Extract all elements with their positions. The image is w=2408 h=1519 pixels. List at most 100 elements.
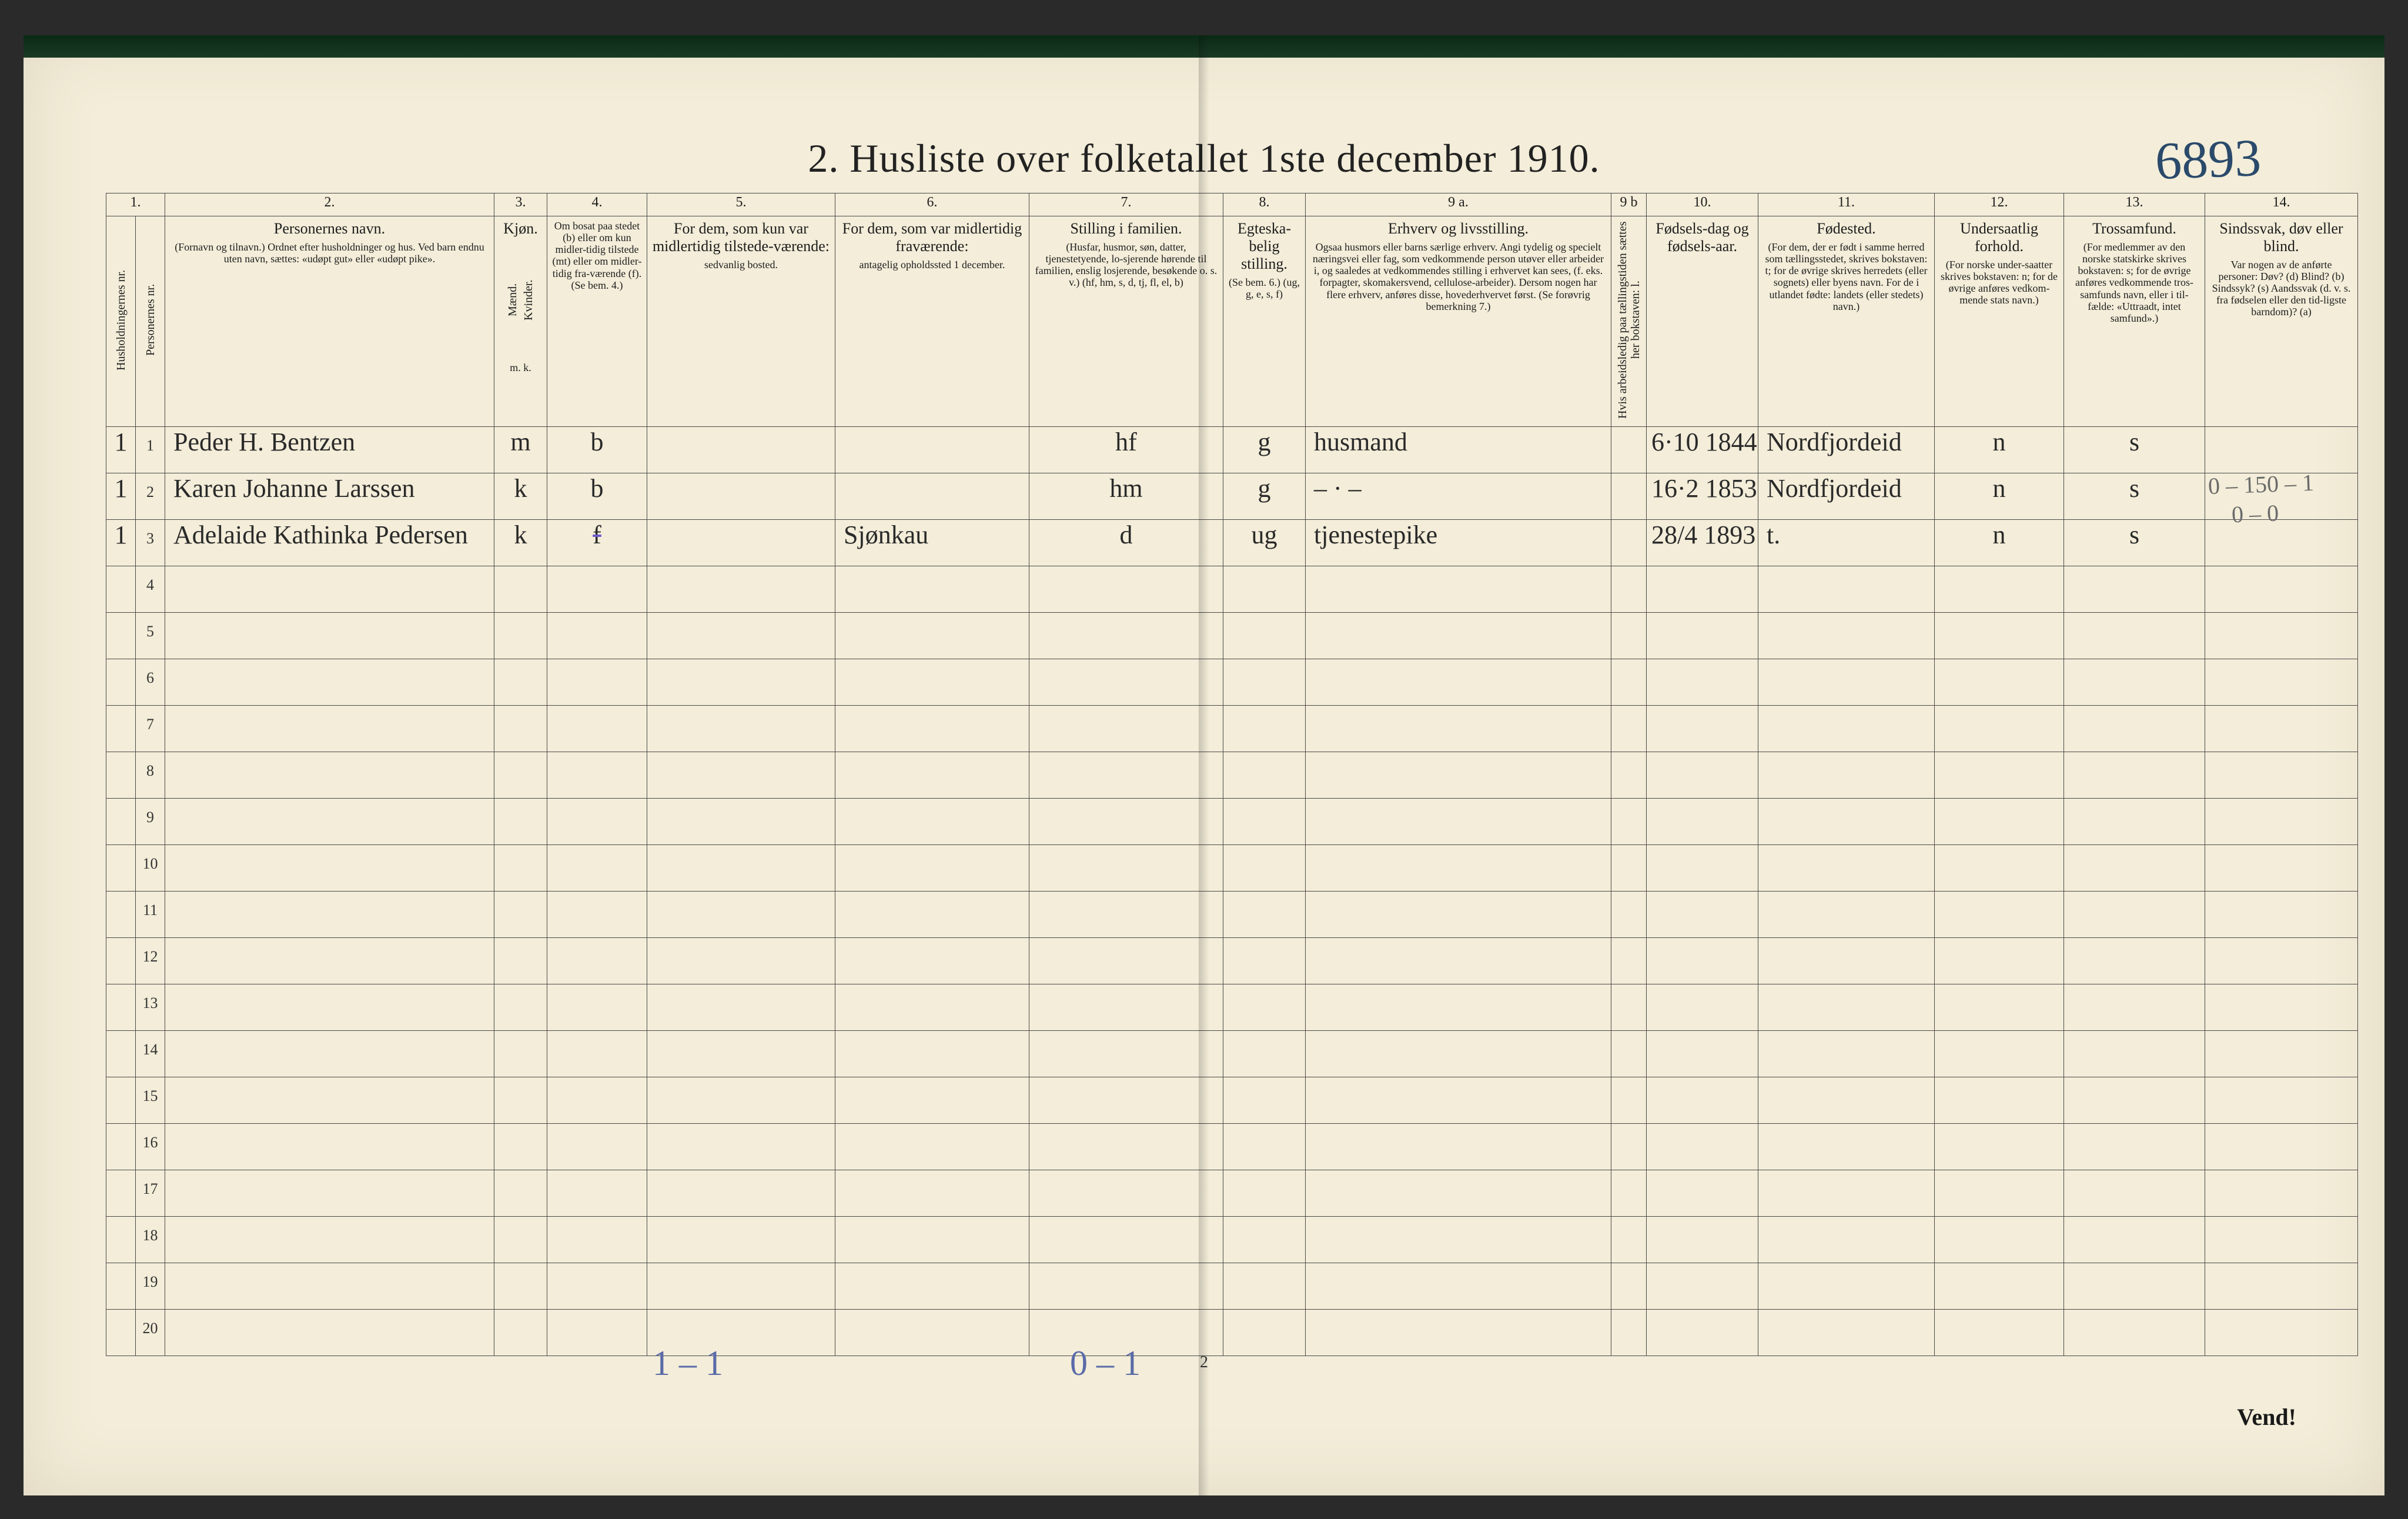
cell-person-no: 6 (136, 659, 165, 706)
colnum-9a: 9 a. (1306, 193, 1611, 216)
page-title: 2. Husliste over folketallet 1ste decemb… (24, 135, 2384, 182)
cell-residence (547, 659, 647, 706)
head-sex: Kjøn. Mænd. Kvinder. m. k. (494, 216, 547, 427)
colnum-7: 7. (1029, 193, 1223, 216)
cell-faith (2064, 984, 2205, 1031)
cell-sex (494, 1077, 547, 1124)
cell-marital (1223, 1217, 1306, 1263)
cell-temp-present (647, 706, 835, 752)
cell-birthdate (1647, 752, 1758, 799)
cell-family-role (1029, 1124, 1223, 1170)
cell-sex (494, 845, 547, 892)
cell-nationality (1935, 566, 2064, 613)
head-nationality: Undersaatlig forhold. (For norske under-… (1935, 216, 2064, 427)
cell-name (165, 1077, 494, 1124)
cell-nationality (1935, 1170, 2064, 1217)
cell-birthdate (1647, 1170, 1758, 1217)
cell-name (165, 613, 494, 659)
cell-temp-absent (835, 473, 1029, 520)
cell-person-no: 13 (136, 984, 165, 1031)
cell-birthplace (1758, 1310, 1935, 1356)
cell-disability (2205, 613, 2358, 659)
cell-person-no: 19 (136, 1263, 165, 1310)
cell-temp-absent (835, 1124, 1029, 1170)
cell-nationality (1935, 1124, 2064, 1170)
cell-disability (2205, 1077, 2358, 1124)
cell-disability (2205, 566, 2358, 613)
cell-nationality: n (1935, 473, 2064, 520)
cell-occupation (1306, 938, 1611, 984)
cell-person-no: 16 (136, 1124, 165, 1170)
cell-family-role (1029, 613, 1223, 659)
cell-family-role (1029, 845, 1223, 892)
cell-nationality (1935, 752, 2064, 799)
cell-name (165, 892, 494, 938)
cell-sex (494, 799, 547, 845)
cell-name (165, 1031, 494, 1077)
cell-birthdate (1647, 1217, 1758, 1263)
cell-disability (2205, 938, 2358, 984)
cell-birthdate (1647, 706, 1758, 752)
head-unemployed: Hvis arbeidsledig paa tællingstiden sætt… (1611, 216, 1647, 427)
cell-unemployed (1611, 659, 1647, 706)
cell-faith (2064, 799, 2205, 845)
cell-sex: m (494, 427, 547, 473)
cell-household-no (106, 659, 136, 706)
cell-nationality (1935, 1263, 2064, 1310)
cell-unemployed (1611, 1263, 1647, 1310)
cell-residence: f (547, 520, 647, 566)
cell-faith (2064, 706, 2205, 752)
cell-occupation (1306, 892, 1611, 938)
cell-name (165, 1310, 494, 1356)
turn-over-label: Vend! (2237, 1403, 2296, 1431)
cell-nationality: n (1935, 520, 2064, 566)
table-row: 11 (106, 892, 2358, 938)
head-temp-present: For dem, som kun var midlertidig tilsted… (647, 216, 835, 427)
colnum-14: 14. (2205, 193, 2358, 216)
cell-family-role (1029, 1217, 1223, 1263)
cell-temp-present (647, 892, 835, 938)
cell-birthdate (1647, 1124, 1758, 1170)
cell-disability (2205, 1124, 2358, 1170)
table-row: 6 (106, 659, 2358, 706)
cell-temp-present (647, 752, 835, 799)
cell-faith (2064, 566, 2205, 613)
cell-disability (2205, 1170, 2358, 1217)
cell-occupation (1306, 1124, 1611, 1170)
printed-page-number: 2 (1200, 1353, 1208, 1372)
binding-top-edge (24, 35, 2384, 58)
table-header: 1. 2. 3. 4. 5. 6. 7. 8. 9 a. 9 b 10. 11.… (106, 193, 2358, 427)
cell-temp-present (647, 799, 835, 845)
cell-disability (2205, 892, 2358, 938)
cell-birthplace (1758, 799, 1935, 845)
table-row: 5 (106, 613, 2358, 659)
cell-disability (2205, 984, 2358, 1031)
cell-person-no: 8 (136, 752, 165, 799)
cell-temp-present (647, 427, 835, 473)
cell-residence: b (547, 427, 647, 473)
cell-name (165, 984, 494, 1031)
cell-faith (2064, 938, 2205, 984)
cell-family-role: d (1029, 520, 1223, 566)
cell-person-no: 2 (136, 473, 165, 520)
cell-faith (2064, 1124, 2205, 1170)
cell-household-no (106, 752, 136, 799)
cell-unemployed (1611, 1031, 1647, 1077)
cell-residence (547, 1031, 647, 1077)
cell-disability (2205, 752, 2358, 799)
cell-birthplace (1758, 938, 1935, 984)
column-number-row: 1. 2. 3. 4. 5. 6. 7. 8. 9 a. 9 b 10. 11.… (106, 193, 2358, 216)
cell-sex (494, 752, 547, 799)
cell-person-no: 10 (136, 845, 165, 892)
cell-person-no: 1 (136, 427, 165, 473)
cell-household-no (106, 706, 136, 752)
cell-sex (494, 1031, 547, 1077)
colnum-5: 5. (647, 193, 835, 216)
cell-household-no (106, 1310, 136, 1356)
cell-temp-absent (835, 1310, 1029, 1356)
cell-faith (2064, 1170, 2205, 1217)
side-annotation-b: 0 – 0 (2231, 499, 2279, 529)
cell-occupation: – · – (1306, 473, 1611, 520)
cell-birthplace (1758, 1217, 1935, 1263)
cell-marital (1223, 845, 1306, 892)
